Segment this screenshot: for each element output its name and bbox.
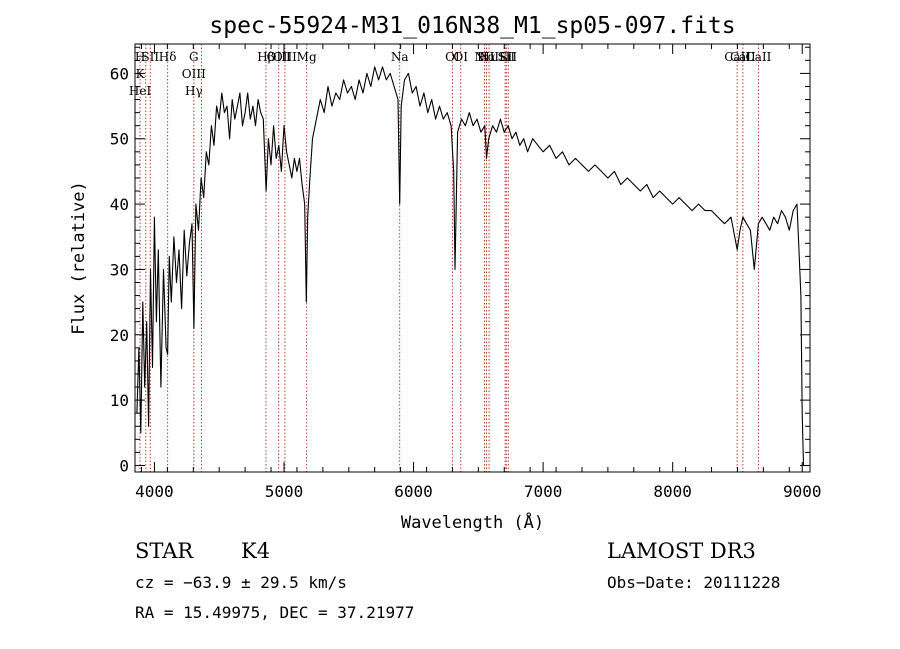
- line-label-Hδ: Hδ: [159, 50, 177, 64]
- line-label-H: H: [135, 50, 145, 64]
- object-subclass: K4: [241, 539, 271, 563]
- x-tick-label: 6000: [394, 482, 433, 501]
- object-class: STAR: [135, 539, 194, 563]
- line-label-G: G: [189, 50, 199, 64]
- y-tick-label: 40: [110, 195, 129, 214]
- y-tick-label: 50: [110, 130, 129, 149]
- line-label-HeI: HeI: [129, 84, 152, 98]
- observation-date: Obs−Date: 20111228: [607, 573, 781, 592]
- x-axis-label: Wavelength (Å): [401, 511, 544, 533]
- line-label-SII: SII: [141, 50, 159, 64]
- line-label-NII: NII: [475, 50, 495, 64]
- redshift-velocity: cz = −63.9 ± 29.5 km/s: [135, 573, 347, 592]
- chart-title: spec-55924-M31_016N38_M1_sp05-097.fits: [209, 13, 735, 39]
- y-tick-label: 0: [119, 456, 129, 475]
- line-label-OIII: OIII: [273, 50, 297, 64]
- y-tick-label: 20: [110, 326, 129, 345]
- y-tick-label: 30: [110, 260, 129, 279]
- x-tick-label: 5000: [265, 482, 304, 501]
- spectrum-line: [136, 66, 805, 466]
- line-label-Na: Na: [391, 50, 409, 64]
- line-label-SII: SII: [497, 50, 515, 64]
- line-label-CaII: CaII: [730, 50, 756, 64]
- y-tick-label: 10: [110, 391, 129, 410]
- line-label-K: K: [136, 67, 146, 81]
- line-label-Hα: Hα: [477, 50, 496, 64]
- x-tick-label: 9000: [783, 482, 822, 501]
- plot-frame: [134, 43, 811, 473]
- line-label-CaII: CaII: [724, 50, 750, 64]
- line-label-OI: OI: [445, 50, 460, 64]
- survey-name: LAMOST DR3: [607, 539, 756, 563]
- line-label-OIII: OIII: [267, 50, 291, 64]
- y-axis-label: Flux (relative): [69, 181, 89, 335]
- line-label-Hγ: Hγ: [185, 84, 203, 98]
- x-tick-label: 7000: [524, 482, 563, 501]
- line-label-OIII: OIII: [182, 67, 206, 81]
- line-label-Mg: Mg: [297, 50, 317, 64]
- line-label-Hβ: Hβ: [257, 50, 274, 64]
- line-label-NII: NII: [479, 50, 499, 64]
- line-label-CaII: CaII: [746, 50, 772, 64]
- line-label-SII: SII: [499, 50, 517, 64]
- y-tick-label: 60: [110, 64, 129, 83]
- x-tick-label: 4000: [135, 482, 174, 501]
- coordinates: RA = 15.49975, DEC = 37.21977: [135, 603, 415, 622]
- x-tick-label: 8000: [653, 482, 692, 501]
- line-label-Li: Li: [499, 50, 511, 64]
- line-label-OI: OI: [453, 50, 468, 64]
